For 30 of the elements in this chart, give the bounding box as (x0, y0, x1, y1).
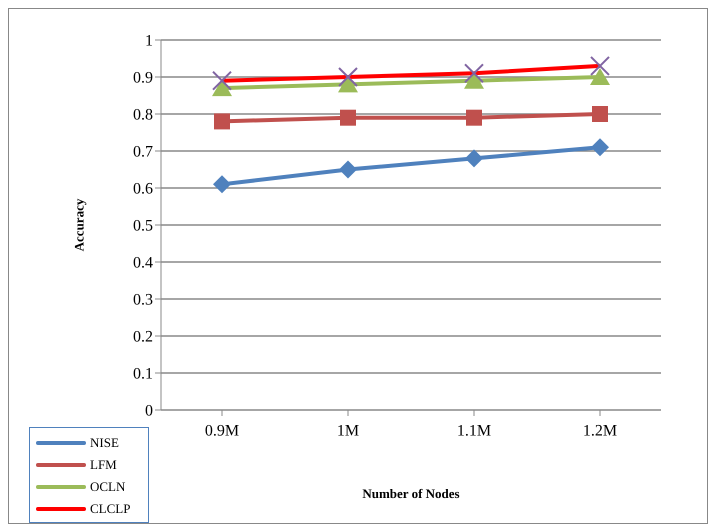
point (213, 175, 231, 194)
point (465, 149, 483, 168)
y-tick-label: 0.6 (133, 180, 153, 198)
x-tick-label: 1.1M (456, 422, 492, 440)
legend-label: LFM (90, 457, 117, 473)
y-tick-label: 0.4 (133, 254, 153, 272)
y-tick-label: 1 (145, 32, 153, 50)
x-tick-label: 0.9M (204, 422, 240, 440)
point (339, 160, 357, 178)
legend-label: NISE (90, 435, 119, 451)
point (466, 110, 482, 126)
x-tick-label: 1M (336, 422, 360, 440)
y-tick-label: 0.8 (133, 106, 153, 124)
point (590, 68, 610, 85)
y-axis-title: Accuracy (72, 198, 87, 252)
y-tick-label: 0.1 (133, 366, 153, 383)
y-tick-label: 0.7 (133, 144, 153, 161)
y-tick-label: 0.2 (133, 328, 153, 346)
y-tick-label: 0.9 (133, 70, 153, 87)
x-axis-title: Number of Nodes (362, 486, 460, 501)
point (592, 106, 608, 122)
x-tick-label: 1.2M (582, 422, 618, 440)
legend-label: CLCLP (90, 501, 130, 517)
legend-label: OCLN (90, 479, 126, 495)
y-tick-label: 0.3 (133, 292, 153, 309)
y-tick-label: 0 (145, 402, 153, 420)
point (340, 110, 356, 126)
point (214, 113, 230, 130)
y-tick-label: 0.5 (133, 218, 153, 235)
point (591, 138, 609, 156)
